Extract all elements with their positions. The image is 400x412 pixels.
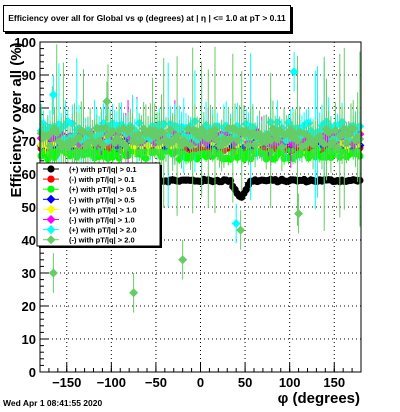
legend-label: (-) with pT/|q| > 0.1 [69,175,135,184]
outlier-point [294,209,304,219]
data-point [99,140,109,150]
y-tick-label: 30 [22,266,36,281]
outlier-point [102,96,112,106]
legend-marker [46,225,56,235]
legend-label: (+) with pT/|q| > 0.5 [69,185,137,194]
x-tick-label: −150 [52,375,81,390]
legend-label: (+) with pT/|q| > 1.0 [69,205,137,214]
legend-label: (-) with pT/|q| > 0.5 [69,195,135,204]
outlier-point [289,67,299,77]
y-tick-label: 60 [22,167,36,182]
x-tick-label: 150 [323,375,345,390]
y-tick-label: 100 [14,35,36,50]
outlier-point [48,268,58,278]
legend-box [36,162,161,247]
data-point [250,140,260,150]
legend-marker [47,165,55,173]
outlier-point [48,90,58,100]
legend-label: (+) with pT/|q| > 2.0 [69,226,137,235]
chart-title-box: Efficiency over all for Global vs φ (deg… [3,5,291,32]
x-tick-label: −50 [145,375,167,390]
x-tick-label: −100 [97,375,126,390]
data-point [330,125,340,135]
y-tick-label: 90 [22,68,36,83]
legend-marker [47,175,55,183]
outlier-point [129,288,139,298]
x-axis-title: φ (degrees) [278,390,360,407]
data-point [121,141,131,151]
legend-marker [46,204,56,214]
x-tick-label: 100 [279,375,301,390]
legend-label: (-) with pT/|q| > 1.0 [69,216,135,225]
y-tick-label: 20 [22,299,36,314]
y-tick-label: 80 [22,101,36,116]
outlier-point [178,255,188,265]
timestamp-label: Wed Apr 1 08:41:55 2020 [3,398,103,408]
legend-marker [46,235,56,245]
y-axis-title: Efficiency over all (%) [8,42,25,197]
legend-label: (+) with pT/|q| > 0.1 [69,165,137,174]
data-point [355,134,365,144]
legend-marker [47,185,55,193]
y-tick-label: 40 [22,233,36,248]
legend-label: (-) with pT/|q| > 2.0 [69,236,135,245]
chart-title: Efficiency over all for Global vs φ (deg… [8,13,286,23]
legend-marker [46,215,56,224]
y-tick-label: 10 [22,332,36,347]
y-tick-label: 0 [29,365,36,380]
y-tick-label: 50 [22,200,36,215]
outlier-point [231,219,241,228]
y-tick-label: 70 [22,134,36,149]
legend-marker [46,194,56,204]
x-tick-label: 0 [197,375,204,390]
x-tick-label: 50 [238,375,252,390]
outlier-point [236,225,246,235]
